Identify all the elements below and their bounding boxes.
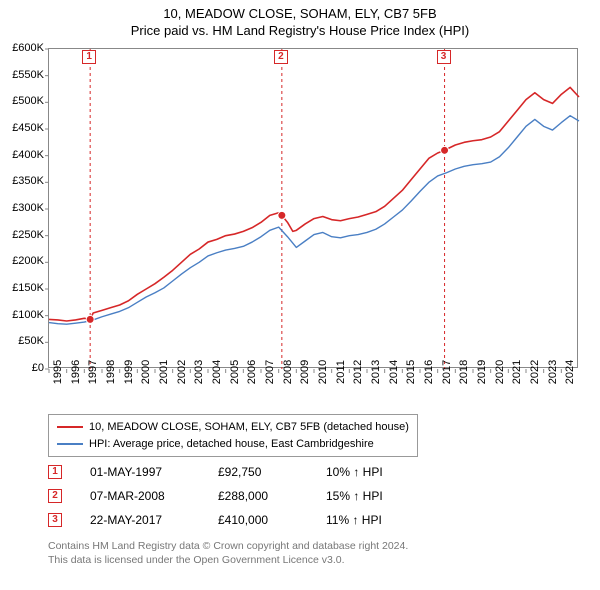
- xtick-label: 2005: [229, 360, 241, 384]
- xtick-label: 2006: [246, 360, 258, 384]
- footer-line2: This data is licensed under the Open Gov…: [48, 554, 408, 568]
- ytick-label: £350K: [12, 175, 44, 187]
- xtick-label: 2015: [405, 360, 417, 384]
- xtick-label: 2020: [494, 360, 506, 384]
- title-address: 10, MEADOW CLOSE, SOHAM, ELY, CB7 5FB: [0, 6, 600, 23]
- footer: Contains HM Land Registry data © Crown c…: [48, 540, 408, 567]
- xtick-label: 2016: [423, 360, 435, 384]
- ytick-label: £100K: [12, 309, 44, 321]
- xtick-label: 2004: [211, 360, 223, 384]
- legend-item: HPI: Average price, detached house, East…: [57, 436, 409, 453]
- chart-container: 10, MEADOW CLOSE, SOHAM, ELY, CB7 5FB Pr…: [0, 0, 600, 590]
- xtick-label: 2001: [158, 360, 170, 384]
- legend-item: 10, MEADOW CLOSE, SOHAM, ELY, CB7 5FB (d…: [57, 419, 409, 436]
- chart-titles: 10, MEADOW CLOSE, SOHAM, ELY, CB7 5FB Pr…: [0, 0, 600, 40]
- xtick-label: 2024: [564, 360, 576, 384]
- xtick-label: 2008: [282, 360, 294, 384]
- sale-row: 1 01-MAY-1997 £92,750 10% ↑ HPI: [48, 460, 426, 484]
- ytick-label: £300K: [12, 202, 44, 214]
- xtick-label: 2021: [511, 360, 523, 384]
- ytick-label: £600K: [12, 42, 44, 54]
- plot-area: [48, 48, 578, 368]
- legend: 10, MEADOW CLOSE, SOHAM, ELY, CB7 5FB (d…: [48, 414, 418, 457]
- sale-marker-1: 1: [82, 50, 96, 64]
- xtick-label: 2014: [388, 360, 400, 384]
- sale-marker-3: 3: [437, 50, 451, 64]
- xtick-label: 1996: [70, 360, 82, 384]
- ytick-label: £150K: [12, 282, 44, 294]
- sale-price: £92,750: [218, 465, 298, 479]
- footer-line1: Contains HM Land Registry data © Crown c…: [48, 540, 408, 554]
- sale-row-marker: 1: [48, 465, 62, 479]
- xtick-label: 2003: [193, 360, 205, 384]
- sale-date: 07-MAR-2008: [90, 489, 190, 503]
- ytick-label: £550K: [12, 69, 44, 81]
- xtick-label: 1998: [105, 360, 117, 384]
- xtick-label: 2011: [335, 360, 347, 384]
- xtick-label: 2012: [352, 360, 364, 384]
- sale-date: 22-MAY-2017: [90, 513, 190, 527]
- ytick-label: £400K: [12, 149, 44, 161]
- xtick-label: 2013: [370, 360, 382, 384]
- sale-price: £288,000: [218, 489, 298, 503]
- ytick-label: £0: [32, 362, 44, 374]
- plot-svg: [49, 49, 577, 367]
- xtick-label: 1995: [52, 360, 64, 384]
- sales-table: 1 01-MAY-1997 £92,750 10% ↑ HPI 2 07-MAR-2008…: [48, 460, 426, 532]
- sale-row: 2 07-MAR-2008 £288,000 15% ↑ HPI: [48, 484, 426, 508]
- ytick-label: £500K: [12, 95, 44, 107]
- legend-swatch: [57, 443, 83, 445]
- xtick-label: 2007: [264, 360, 276, 384]
- legend-label: 10, MEADOW CLOSE, SOHAM, ELY, CB7 5FB (d…: [89, 419, 409, 436]
- title-subtitle: Price paid vs. HM Land Registry's House …: [0, 23, 600, 40]
- xtick-label: 2002: [176, 360, 188, 384]
- xtick-label: 1997: [87, 360, 99, 384]
- sale-pct: 11% ↑ HPI: [326, 513, 426, 527]
- legend-label: HPI: Average price, detached house, East…: [89, 436, 374, 453]
- ytick-label: £200K: [12, 255, 44, 267]
- xtick-label: 2019: [476, 360, 488, 384]
- sale-date: 01-MAY-1997: [90, 465, 190, 479]
- xtick-label: 2022: [529, 360, 541, 384]
- xtick-label: 2023: [547, 360, 559, 384]
- xtick-label: 2017: [441, 360, 453, 384]
- xtick-label: 2010: [317, 360, 329, 384]
- legend-swatch: [57, 426, 83, 428]
- ytick-label: £450K: [12, 122, 44, 134]
- sale-pct: 15% ↑ HPI: [326, 489, 426, 503]
- sale-row: 3 22-MAY-2017 £410,000 11% ↑ HPI: [48, 508, 426, 532]
- xtick-label: 2009: [299, 360, 311, 384]
- sale-row-marker: 3: [48, 513, 62, 527]
- ytick-label: £250K: [12, 229, 44, 241]
- ytick-label: £50K: [18, 335, 44, 347]
- xtick-label: 2000: [140, 360, 152, 384]
- xtick-label: 1999: [123, 360, 135, 384]
- sale-price: £410,000: [218, 513, 298, 527]
- sale-row-marker: 2: [48, 489, 62, 503]
- xtick-label: 2018: [458, 360, 470, 384]
- sale-marker-2: 2: [274, 50, 288, 64]
- sale-pct: 10% ↑ HPI: [326, 465, 426, 479]
